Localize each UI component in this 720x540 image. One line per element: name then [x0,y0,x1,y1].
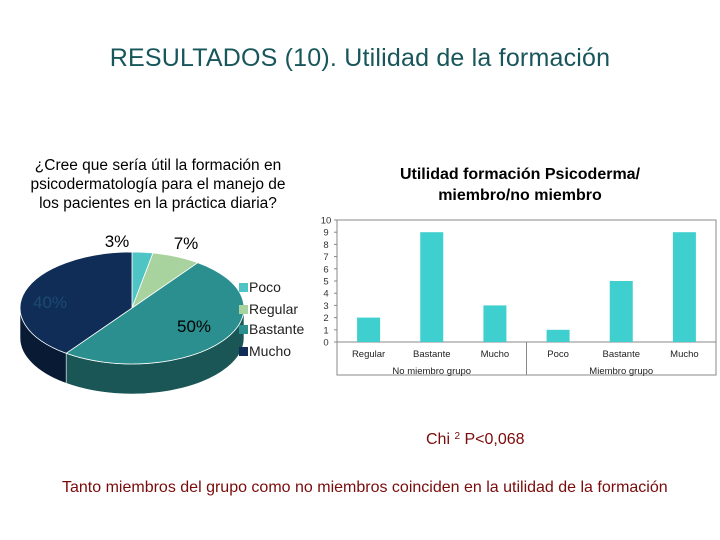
pie-chart: 3% 7% 50% 40% [19,232,245,395]
y-tick-label: 0 [323,338,328,349]
legend-label-poco: Poco [249,279,281,295]
chi-square-result: Chi 2 P<0,068 [426,431,525,449]
x-category-label: Regular [352,349,385,360]
x-category-label: Mucho [481,349,510,360]
group-label-2: Miembro grupo [589,366,653,377]
y-tick-label: 8 [323,240,328,251]
pie-label-bastante: 50% [177,317,211,336]
legend-swatch-bastante [239,325,248,334]
x-category-label: Bastante [413,349,451,360]
x-category-label: Poco [547,349,569,360]
chi-label: Chi [426,431,451,448]
y-tick-label: 6 [323,264,328,275]
group-label-1: No miembro grupo [392,366,471,377]
x-category-label: Mucho [670,349,699,360]
pie-label-poco: 3% [105,232,130,251]
bar-chart-title: Utilidad formación Psicoderma/ miembro/n… [399,166,641,204]
bar-2 [420,232,444,342]
pie-slice-mucho [19,251,133,354]
conclusion-text: Tanto miembros del grupo como no miembro… [62,479,668,496]
pie-label-regular: 7% [174,234,199,253]
legend-label-bastante: Bastante [249,321,304,337]
bar-6 [672,232,696,342]
legend-swatch-regular [239,305,248,314]
y-tick-label: 4 [323,289,328,300]
pie-legend: Poco Regular Bastante Mucho [239,279,304,359]
bar-1 [357,317,381,342]
bar-3 [483,305,507,342]
legend-label-regular: Regular [249,301,298,317]
y-tick-label: 2 [323,313,328,324]
pie-chart-title: ¿Cree que sería útil la formación en psi… [30,157,286,212]
legend-swatch-mucho [239,347,248,356]
y-tick-label: 10 [321,216,332,227]
y-tick-label: 3 [323,301,328,312]
bar-5 [609,281,633,342]
pie-slice-bastante [65,262,245,365]
y-tick-label: 9 [323,228,328,239]
y-tick-label: 1 [323,325,328,336]
legend-label-mucho: Mucho [249,343,291,359]
chi-p-value: P<0,068 [464,431,525,448]
y-tick-label: 5 [323,277,328,288]
legend-swatch-poco [239,283,248,292]
pie-label-mucho: 40% [33,293,67,312]
bar-4 [546,329,570,342]
slide-title: RESULTADOS (10). Utilidad de la formació… [109,44,611,72]
x-category-label: Bastante [603,349,641,360]
chi-exponent: 2 [454,431,461,442]
y-tick-label: 7 [323,252,328,263]
